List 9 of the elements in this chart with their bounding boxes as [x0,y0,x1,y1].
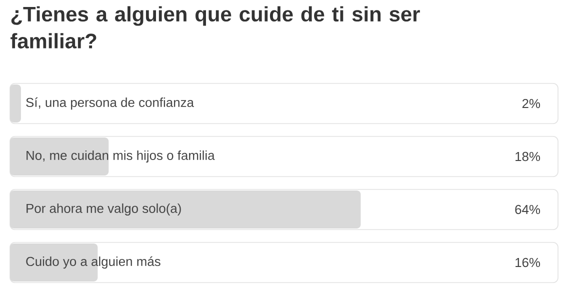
data-label: 2% [522,98,540,108]
y-tick-label: No, me cuidan mis hijos o familia [26,150,215,163]
data-label: 64% [515,204,540,214]
data-label: 18% [516,152,540,162]
y-tick-label: Cuido yo a alguien más [26,256,160,269]
data-label: 16% [516,258,540,268]
y-tick-label: Sí, una persona de confianza [26,97,194,110]
y-tick-label: Por ahora me valgo solo(a) [26,203,181,216]
chart-title: ¿Tienes a alguien que cuide de ti sin ser familiar? [10,6,420,48]
